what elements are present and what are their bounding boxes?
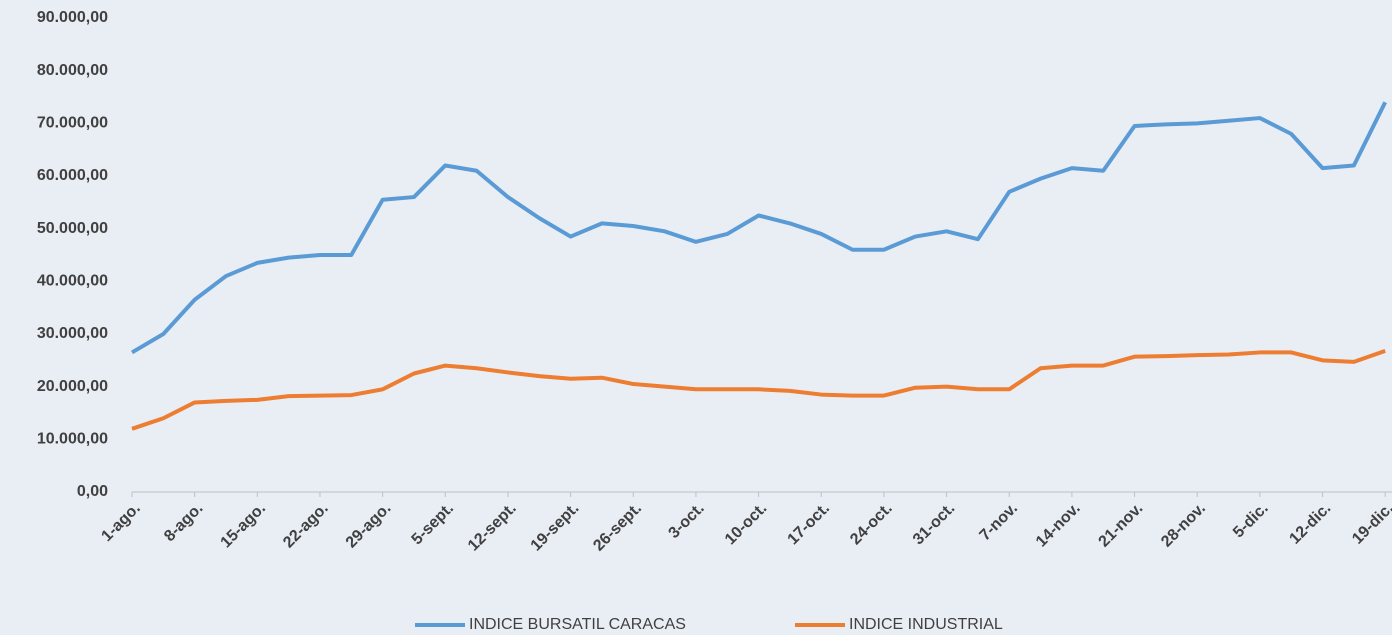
y-tick-label: 80.000,00 (37, 62, 108, 79)
y-tick-label: 90.000,00 (37, 9, 108, 26)
y-tick-label: 40.000,00 (37, 273, 108, 290)
chart: 0,00 10.000,00 20.000,00 30.000,00 40.000,00… (0, 0, 1392, 635)
page: 0,00 10.000,00 20.000,00 30.000,00 40.000,00… (0, 0, 1392, 635)
background (0, 0, 1392, 635)
y-tick-label: 50.000,00 (37, 220, 108, 237)
legend-label: INDICE INDUSTRIAL (849, 616, 1003, 633)
y-tick-label: 0,00 (77, 483, 108, 500)
y-tick-label: 60.000,00 (37, 167, 108, 184)
y-tick-label: 20.000,00 (37, 378, 108, 395)
y-tick-label: 30.000,00 (37, 325, 108, 342)
y-tick-label: 70.000,00 (37, 115, 108, 132)
legend-label: INDICE BURSATIL CARACAS (469, 616, 686, 633)
y-tick-label: 10.000,00 (37, 431, 108, 448)
